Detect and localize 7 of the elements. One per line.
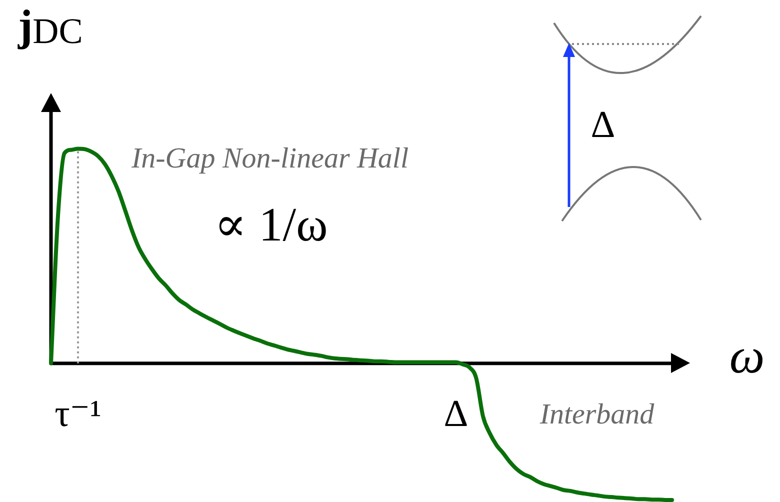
annotation: Interband: [538, 398, 655, 431]
annotation: In-Gap Non-linear Hall: [130, 142, 409, 175]
text: Δ: [590, 104, 616, 146]
y-axis-title: j$_{DC}$: [18, 1, 83, 52]
x-axis-title: ω: [729, 327, 765, 384]
annotation: ∝ 1/ω: [214, 198, 328, 252]
x-tick-label: τ⁻¹: [54, 393, 102, 436]
